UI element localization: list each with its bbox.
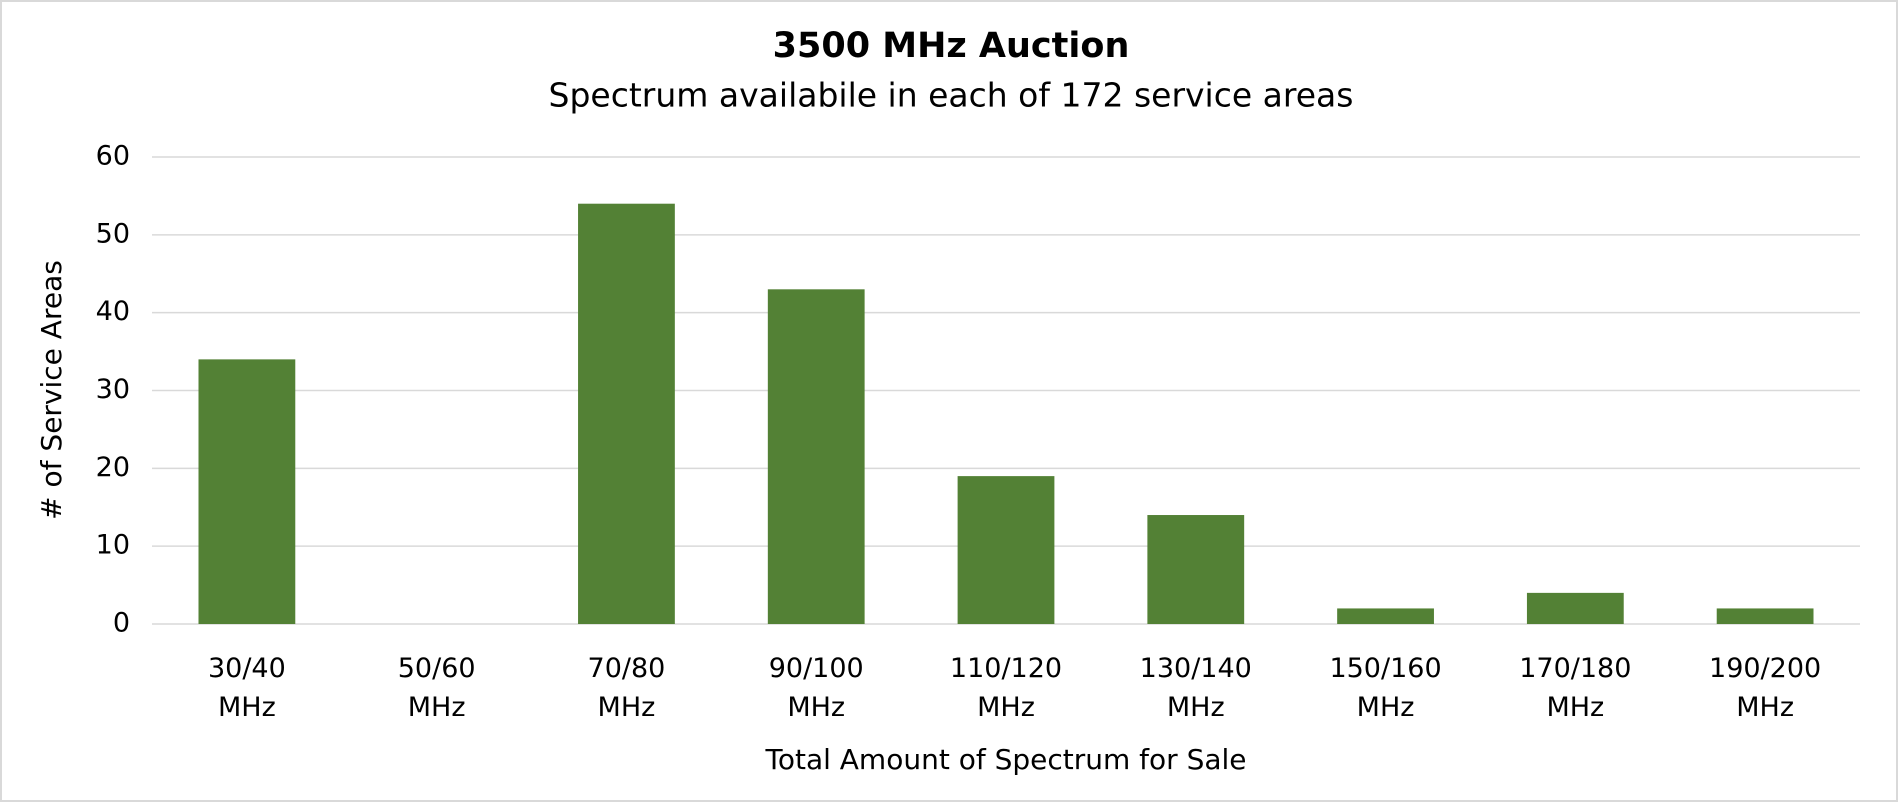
x-tick-label: 190/200 MHz [1709, 653, 1822, 723]
y-tick-label: 0 [113, 608, 130, 639]
chart-subtitle: Spectrum availabile in each of 172 servi… [549, 76, 1354, 115]
x-tick-label: 70/80 MHz [587, 653, 666, 723]
chart-title: 3500 MHz Auction [773, 26, 1130, 66]
x-tick-label: 130/140 MHz [1139, 653, 1252, 723]
x-tick-label: 30/40 MHz [207, 653, 286, 723]
bar [1716, 608, 1814, 624]
x-tick-label: 170/180 MHz [1519, 653, 1632, 723]
y-axis-label: # of Service Areas [35, 260, 68, 520]
x-tick-label: 110/120 MHz [949, 653, 1063, 723]
y-tick-label: 30 [96, 374, 130, 405]
x-tick-label: 50/60 MHz [397, 653, 476, 723]
y-tick-label: 40 [96, 296, 130, 327]
bar [1526, 592, 1624, 624]
y-tick-label: 20 [96, 452, 130, 483]
y-tick-label: 50 [96, 218, 130, 249]
x-tick-label: 150/160 MHz [1329, 653, 1442, 723]
y-tick-label: 10 [96, 530, 130, 561]
bar [198, 359, 296, 624]
y-tick-label: 60 [96, 141, 130, 172]
bar [767, 289, 865, 624]
bar [1337, 608, 1434, 624]
bar [1147, 515, 1245, 624]
x-axis-label: Total Amount of Spectrum for Sale [764, 743, 1246, 776]
x-tick-label: 90/100 MHz [768, 653, 864, 723]
bar [957, 476, 1055, 624]
bar [578, 203, 675, 624]
